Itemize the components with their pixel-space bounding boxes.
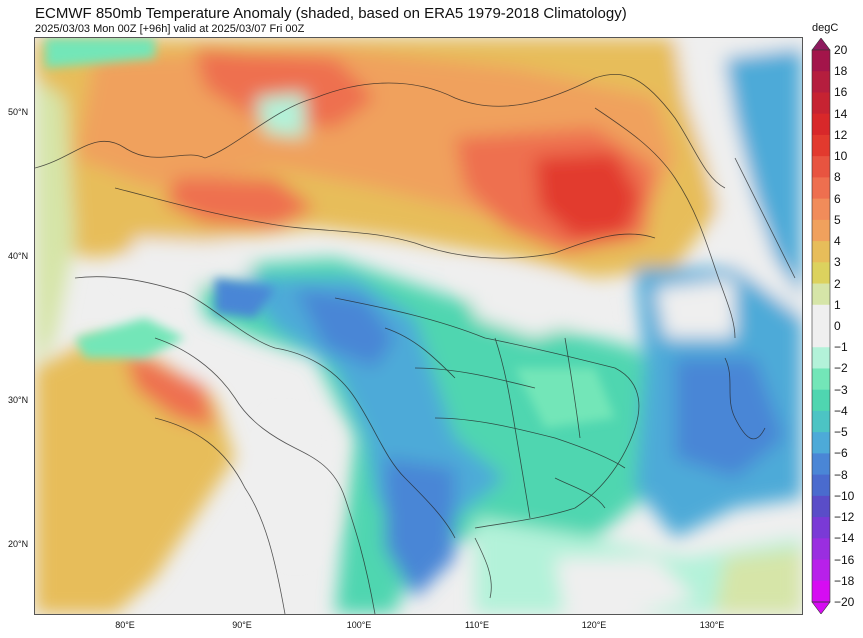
map-subtitle: 2025/03/03 Mon 00Z [+96h] valid at 2025/…	[35, 23, 305, 35]
colorbar-tick-label: 5	[834, 212, 841, 227]
colorbar-tick-label: −1	[834, 340, 848, 355]
colorbar-tick-label: −6	[834, 446, 848, 461]
colorbar-tick-label: 3	[834, 255, 841, 270]
colorbar-swatch	[812, 134, 830, 157]
colorbar-tick-label: 8	[834, 170, 841, 185]
colorbar-tick-label: −5	[834, 425, 848, 440]
colorbar-tick-label: −8	[834, 467, 848, 482]
colorbar-swatch	[812, 304, 830, 327]
colorbar-tick-label: −10	[834, 488, 855, 503]
colorbar-unit: degC	[812, 22, 839, 34]
colorbar-tick-label: 16	[834, 85, 848, 100]
colorbar-swatch	[812, 198, 830, 221]
colorbar-tick-label: −18	[834, 573, 855, 588]
colorbar-tick-label: 2	[834, 276, 841, 291]
colorbar-tick-label: −14	[834, 531, 855, 546]
map-canvas	[34, 37, 803, 615]
colorbar-swatch	[812, 177, 830, 200]
shading-detail	[45, 38, 615, 428]
colorbar-swatch	[812, 368, 830, 391]
colorbar-swatch	[812, 432, 830, 454]
colorbar-tick-label: −2	[834, 361, 848, 376]
colorbar-tick-label: 18	[834, 64, 848, 79]
colorbar-tick-label: 0	[834, 319, 841, 333]
colorbar-swatch	[812, 559, 830, 582]
colorbar-tick-label: −20	[834, 595, 855, 609]
lat-label-30: 30°N	[8, 395, 29, 405]
lat-label-20: 20°N	[8, 539, 29, 549]
map-title: ECMWF 850mb Temperature Anomaly (shaded,…	[35, 5, 627, 22]
lat-label-50: 50°N	[8, 107, 29, 117]
anomaly-field	[35, 38, 802, 614]
colorbar-tick-label: 6	[834, 191, 841, 206]
colorbar-swatch	[812, 410, 830, 433]
colorbar-swatch	[812, 241, 830, 263]
colorbar-tick-label: 14	[834, 106, 848, 121]
colorbar-tick-label: 4	[834, 234, 841, 249]
colorbar-swatch	[812, 92, 830, 115]
boundaries	[35, 74, 796, 614]
colorbar-tick-label: 12	[834, 127, 848, 142]
colorbar-swatch	[812, 219, 830, 242]
colorbar-swatch	[812, 262, 830, 285]
lon-label-80: 80°E	[115, 620, 135, 630]
colorbar-swatch	[812, 156, 830, 178]
colorbar-arrow-top	[811, 38, 831, 51]
colorbar-swatch	[812, 113, 830, 136]
lon-label-120: 120°E	[581, 620, 607, 630]
colorbar-swatch	[812, 50, 830, 72]
shading-layer	[35, 38, 802, 614]
colorbar-frame	[811, 49, 831, 603]
colorbar-swatch	[812, 347, 830, 369]
colorbar-swatch	[812, 326, 830, 348]
colorbar-swatch	[812, 495, 830, 518]
colorbar-swatch	[812, 71, 830, 93]
colorbar-swatch	[812, 517, 830, 539]
colorbar-tick-label: 10	[834, 149, 848, 164]
colorbar-swatch	[812, 389, 830, 412]
lon-label-130: 130°E	[699, 620, 725, 630]
colorbar-arrow-bottom	[811, 601, 831, 614]
colorbar-swatch	[812, 538, 830, 561]
colorbar-swatch	[812, 283, 830, 306]
colorbar-tick-label: 1	[834, 297, 841, 312]
lon-label-100: 100°E	[346, 620, 372, 630]
lon-label-110: 110°E	[465, 620, 489, 630]
colorbar-swatch	[812, 580, 830, 603]
lat-label-40: 40°N	[8, 251, 29, 261]
colorbar-tick-label: −4	[834, 403, 848, 418]
lon-label-90: 90°E	[232, 620, 252, 630]
colorbar-tick-label: −16	[834, 552, 855, 567]
colorbar	[811, 38, 831, 614]
colorbar-swatch	[812, 474, 830, 497]
colorbar-tick-label: −3	[834, 382, 848, 397]
colorbar-tick-label: 20	[834, 43, 848, 57]
colorbar-swatch	[812, 453, 830, 476]
colorbar-tick-label: −12	[834, 510, 855, 525]
